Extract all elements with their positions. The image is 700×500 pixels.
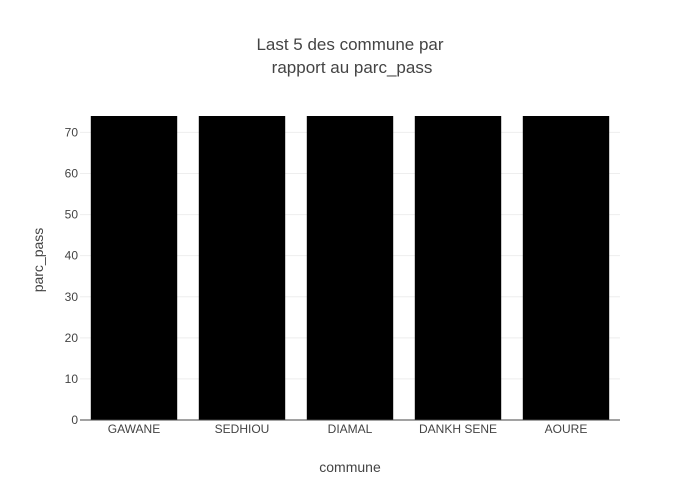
x-axis-title: commune bbox=[319, 459, 381, 475]
y-axis-title: parc_pass bbox=[30, 228, 46, 293]
chart-title: Last 5 des commune par rapport au parc_p… bbox=[256, 35, 443, 77]
y-tick-label: 30 bbox=[65, 290, 79, 304]
y-tick-label: 70 bbox=[65, 125, 79, 139]
x-tick-label: AOURE bbox=[545, 422, 588, 436]
bars bbox=[90, 116, 610, 420]
x-tick-labels: GAWANE SEDHIOU DIAMAL DANKH SENE AOURE bbox=[108, 422, 588, 436]
x-tick-label: DIAMAL bbox=[328, 422, 373, 436]
y-tick-label: 20 bbox=[65, 331, 79, 345]
x-tick-label: GAWANE bbox=[108, 422, 160, 436]
y-tick-label: 50 bbox=[65, 208, 79, 222]
x-tick-label: DANKH SENE bbox=[419, 422, 497, 436]
y-tick-label: 60 bbox=[65, 167, 79, 181]
bar-sedhiou[interactable] bbox=[198, 116, 286, 420]
chart-title-line-1: Last 5 des commune par bbox=[256, 35, 443, 54]
y-tick-label: 0 bbox=[71, 413, 78, 427]
y-tick-labels: 0 10 20 30 40 50 60 70 bbox=[65, 125, 79, 427]
chart-title-line-2: rapport au parc_pass bbox=[272, 58, 433, 77]
y-tick-label: 40 bbox=[65, 249, 79, 263]
bar-gawane[interactable] bbox=[90, 116, 178, 420]
y-tick-label: 10 bbox=[65, 372, 79, 386]
bar-dankh-sene[interactable] bbox=[414, 116, 502, 420]
bar-aoure[interactable] bbox=[522, 116, 610, 420]
x-tick-label: SEDHIOU bbox=[215, 422, 270, 436]
bar-diamal[interactable] bbox=[306, 116, 394, 420]
